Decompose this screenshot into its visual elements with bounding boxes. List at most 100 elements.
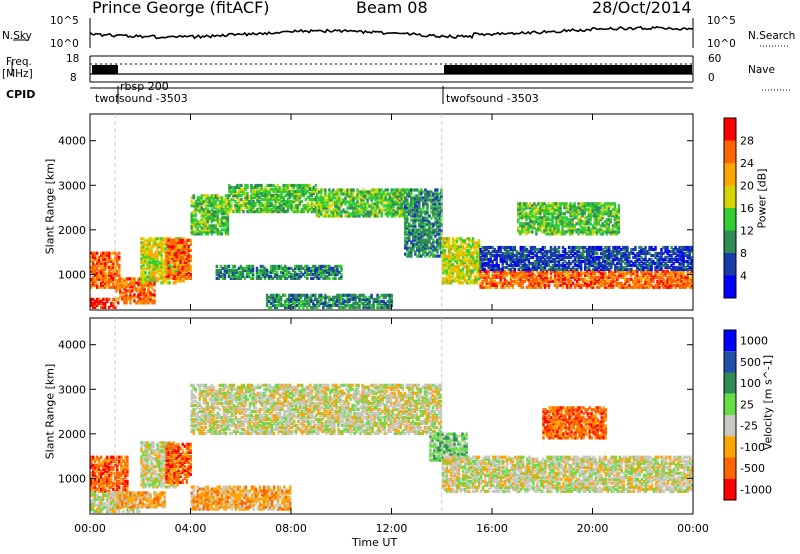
heatmap-cell bbox=[408, 228, 411, 232]
heatmap-cell bbox=[523, 279, 527, 283]
heatmap-cell bbox=[142, 279, 145, 283]
heatmap-cell bbox=[567, 249, 571, 254]
heatmap-cell bbox=[545, 277, 549, 281]
heatmap-cell bbox=[202, 220, 206, 224]
heatmap-cell bbox=[338, 208, 341, 212]
heatmap-cell bbox=[400, 206, 403, 210]
heatmap-cell bbox=[553, 257, 557, 262]
heatmap-cell bbox=[156, 253, 159, 257]
heatmap-cell bbox=[172, 267, 175, 271]
heatmap-cell bbox=[406, 232, 409, 236]
heatmap-cell bbox=[436, 230, 439, 234]
heatmap-cell bbox=[596, 247, 599, 252]
heatmap-cell bbox=[547, 255, 551, 260]
heatmap-cell bbox=[210, 230, 214, 234]
heatmap-cell bbox=[352, 305, 355, 309]
heatmap-cell bbox=[416, 200, 419, 204]
heatmap-cell bbox=[553, 249, 557, 254]
heatmap-cell bbox=[324, 297, 327, 301]
heatmap-cell bbox=[618, 271, 621, 275]
heatmap-cell bbox=[255, 266, 259, 270]
heatmap-cell bbox=[98, 255, 101, 259]
heatmap-cell bbox=[216, 228, 220, 232]
heatmap-cell bbox=[404, 218, 407, 222]
heatmap-cell bbox=[127, 289, 130, 293]
heatmap-cell bbox=[614, 265, 617, 270]
heatmap-cell bbox=[110, 263, 113, 267]
heatmap-cell bbox=[543, 283, 547, 287]
heatmap-cell bbox=[274, 204, 277, 208]
heatmap-cell bbox=[404, 210, 407, 214]
heatmap-cell bbox=[406, 230, 409, 234]
heatmap-cell bbox=[477, 239, 481, 243]
heatmap-cell bbox=[294, 305, 297, 309]
heatmap-cell bbox=[196, 228, 199, 232]
heatmap-cell bbox=[354, 210, 357, 214]
heatmap-cell bbox=[246, 196, 249, 200]
heatmap-cell bbox=[412, 218, 415, 222]
heatmap-cell bbox=[340, 305, 343, 309]
heatmap-cell bbox=[529, 245, 533, 250]
heatmap-cell bbox=[272, 183, 275, 188]
heatmap-cell bbox=[586, 279, 589, 283]
heatmap-cell bbox=[275, 295, 279, 299]
heatmap-cell bbox=[674, 275, 677, 279]
heatmap-cell bbox=[198, 198, 201, 202]
heatmap-cell bbox=[596, 285, 599, 289]
heatmap-cell bbox=[644, 257, 647, 262]
heatmap-cell bbox=[267, 299, 271, 303]
heatmap-cell bbox=[133, 287, 136, 291]
heatmap-cell bbox=[473, 265, 477, 269]
heatmap-cell bbox=[185, 268, 188, 272]
heatmap-cell bbox=[535, 277, 539, 281]
heatmap-cell bbox=[644, 277, 647, 281]
heatmap-cell bbox=[567, 265, 571, 270]
heatmap-cell bbox=[106, 261, 109, 265]
heatmap-cell bbox=[541, 261, 545, 266]
heatmap-cell bbox=[501, 251, 504, 256]
heatmap-cell bbox=[479, 265, 482, 270]
heatmap-cell bbox=[646, 267, 649, 272]
heatmap-cell bbox=[229, 268, 233, 272]
heatmap-cell bbox=[638, 249, 641, 254]
heatmap-cell bbox=[612, 279, 615, 283]
heatmap-cell bbox=[449, 267, 453, 271]
heatmap-cell bbox=[92, 275, 95, 279]
heatmap-cell bbox=[212, 198, 216, 202]
heatmap-cell bbox=[102, 303, 105, 307]
heatmap-cell bbox=[153, 301, 156, 305]
heatmap-cell bbox=[259, 272, 263, 276]
heatmap-cell bbox=[139, 293, 142, 297]
heatmap-cell bbox=[443, 267, 447, 271]
heatmap-cell bbox=[288, 196, 291, 200]
heatmap-cell bbox=[644, 285, 647, 289]
heatmap-cell bbox=[210, 226, 214, 230]
heatmap-cell bbox=[282, 266, 285, 270]
heatmap-cell bbox=[288, 295, 291, 299]
heatmap-cell bbox=[447, 243, 451, 247]
heatmap-cell bbox=[310, 276, 313, 280]
heatmap-cell bbox=[314, 196, 318, 200]
heatmap-cell bbox=[487, 263, 490, 268]
heatmap-cell bbox=[137, 281, 140, 285]
heatmap-cell bbox=[94, 273, 97, 277]
heatmap-cell bbox=[469, 261, 473, 265]
heatmap-cell bbox=[146, 239, 149, 243]
heatmap-cell bbox=[662, 281, 665, 285]
heatmap-cell bbox=[258, 189, 261, 194]
heatmap-cell bbox=[354, 202, 357, 206]
heatmap-cell bbox=[187, 268, 190, 272]
heatmap-cell bbox=[438, 214, 441, 218]
heatmap-cell bbox=[169, 252, 172, 256]
heatmap-cell bbox=[376, 303, 379, 307]
heatmap-cell bbox=[499, 275, 502, 279]
heatmap-cell bbox=[224, 206, 228, 210]
heatmap-cell bbox=[650, 271, 653, 275]
heatmap-cell bbox=[248, 208, 251, 212]
heatmap-cell bbox=[596, 281, 599, 285]
heatmap-cell bbox=[356, 208, 359, 212]
heatmap-cell bbox=[175, 246, 178, 250]
heatmap-cell bbox=[432, 224, 435, 228]
heatmap-cell bbox=[567, 245, 571, 250]
heatmap-cell bbox=[519, 269, 523, 273]
